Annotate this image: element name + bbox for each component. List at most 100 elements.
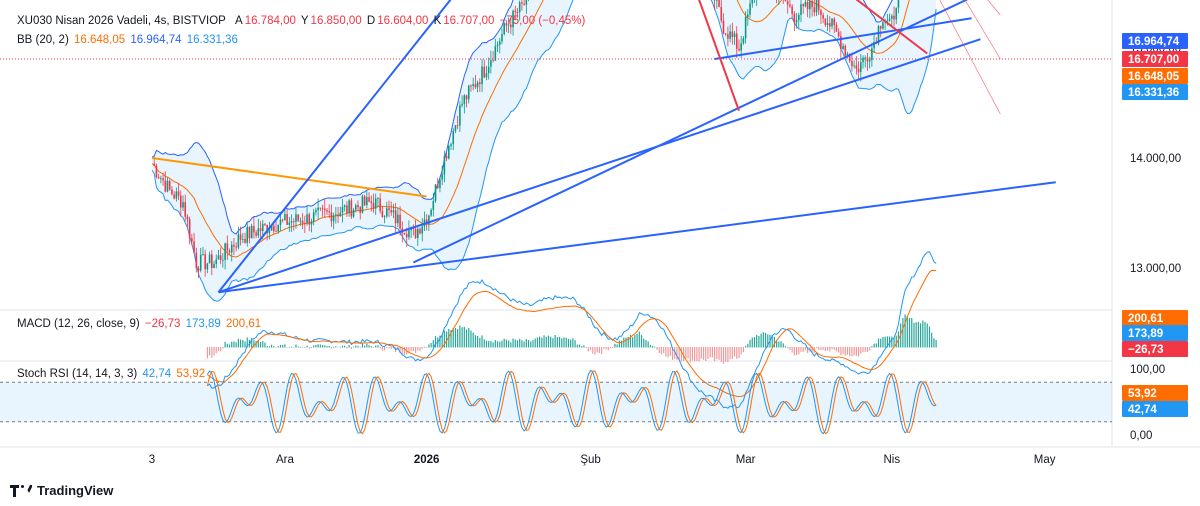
candle-body <box>448 145 450 159</box>
bb-basis-value: 16.648,05 <box>73 34 126 46</box>
stoch-legend[interactable]: Stoch RSI (14, 14, 3, 3) 42,74 53,92 <box>17 368 207 380</box>
candle-body <box>199 254 202 271</box>
candle-body <box>301 220 304 224</box>
blue-trendline-long[interactable] <box>218 181 1056 294</box>
candle-body <box>164 180 167 192</box>
red-trendline-lower[interactable] <box>639 0 740 112</box>
macd-hist-bar <box>634 335 636 348</box>
macd-hist-bar <box>521 340 523 348</box>
bb-legend[interactable]: BB (20, 2) 16.648,05 16.964,74 16.331,36 <box>17 34 240 46</box>
macd-hist-bar <box>831 347 833 350</box>
macd-hist-bar <box>412 347 414 352</box>
macd-hist-bar <box>441 334 443 348</box>
candle-body <box>348 200 350 214</box>
candle-body <box>233 244 235 247</box>
price-tick-label: 13.000,00 <box>1130 263 1181 275</box>
macd-hist-bar <box>601 347 603 355</box>
candle-body <box>791 6 793 14</box>
macd-hist-bar <box>875 343 877 348</box>
orange-trendline[interactable] <box>151 157 427 198</box>
macd-badge: 200,61 <box>1128 313 1164 325</box>
candle-body <box>786 1 789 5</box>
candle-body <box>454 125 457 131</box>
candle-body <box>487 66 490 74</box>
macd-value: 173,89 <box>185 318 221 330</box>
macd-hist-bar <box>454 327 457 348</box>
macd-hist-bar <box>335 346 337 348</box>
time-tick-label: Ara <box>276 454 295 466</box>
macd-hist-bar <box>654 346 656 348</box>
macd-hist-bar <box>240 339 242 348</box>
macd-hist-bar <box>855 347 857 356</box>
macd-pane <box>206 251 937 409</box>
macd-hist-bar <box>782 343 784 348</box>
blue-trendline-low[interactable] <box>412 0 1027 264</box>
candle-body <box>299 220 302 222</box>
blue-trendline-mid[interactable] <box>218 38 981 294</box>
candle-body <box>244 238 246 243</box>
macd-hist-bar <box>355 345 357 348</box>
macd-hist-bar <box>414 347 417 353</box>
trendlines[interactable] <box>151 0 1056 294</box>
macd-hist-bar <box>523 341 525 348</box>
macd-hist-bar <box>319 344 321 348</box>
stoch-rsi-pane <box>0 369 1112 435</box>
price-badge-bg <box>1122 33 1188 49</box>
candle-body <box>157 177 160 179</box>
red-trendline-upper[interactable] <box>639 0 928 55</box>
macd-hist-bar <box>589 347 592 351</box>
candle-body <box>434 184 437 201</box>
macd-hist-bar <box>485 340 488 348</box>
candle-body <box>397 214 399 224</box>
macd-hist-bar <box>439 335 441 348</box>
macd-badge-bg <box>1122 310 1188 326</box>
candle-body <box>837 31 840 37</box>
macd-hist-bar <box>795 347 798 356</box>
candle-body <box>270 225 273 231</box>
tradingview-logo[interactable]: TradingView <box>10 483 113 498</box>
macd-hist-bar <box>295 344 297 348</box>
candle-body <box>720 6 723 21</box>
macd-hist-bar <box>208 347 211 356</box>
macd-legend[interactable]: MACD (12, 26, close, 9) −26,73 173,89 20… <box>17 318 263 330</box>
macd-hist-bar <box>304 347 306 348</box>
candle-body <box>191 238 193 242</box>
candle-body <box>352 209 355 217</box>
candle-body <box>388 208 390 211</box>
candle-body <box>379 198 381 212</box>
candle-body <box>381 211 384 217</box>
candle-body <box>335 214 337 216</box>
blue-trendline-steep[interactable] <box>217 0 654 293</box>
macd-hist-bar <box>884 336 886 348</box>
candle-body <box>873 42 875 49</box>
candle-body <box>459 105 461 126</box>
macd-hist-bar <box>567 338 570 348</box>
macd-hist-bar <box>596 347 598 353</box>
high-label: Y <box>300 15 309 27</box>
macd-hist-bar <box>745 345 747 348</box>
candle-body <box>855 65 858 69</box>
candle-body <box>432 200 435 210</box>
symbol-name[interactable]: XU030 Nisan 2026 Vadeli, 4s, BISTVIOP <box>17 15 226 27</box>
candle-body <box>363 196 366 206</box>
candle-body <box>851 60 853 67</box>
macd-hist-bar <box>556 337 558 348</box>
macd-hist-bar <box>375 345 377 348</box>
candle-body <box>804 2 807 7</box>
macd-hist-bar <box>913 322 915 348</box>
blue-trendline-mar[interactable] <box>714 17 972 60</box>
stoch-d-value: 53,92 <box>176 368 206 380</box>
candle-body <box>248 227 251 239</box>
macd-hist-bar <box>390 347 392 350</box>
macd-hist-bar <box>233 341 235 348</box>
macd-hist-bar <box>547 335 550 348</box>
macd-hist-bar <box>612 347 614 349</box>
candle-body <box>188 219 191 239</box>
stoch-tick-label: 0,00 <box>1130 430 1152 442</box>
macd-hist-bar <box>508 340 510 348</box>
macd-hist-bar <box>527 340 530 348</box>
macd-hist-bar <box>477 335 479 348</box>
macd-hist-bar <box>917 321 919 348</box>
candle-body <box>370 201 373 204</box>
